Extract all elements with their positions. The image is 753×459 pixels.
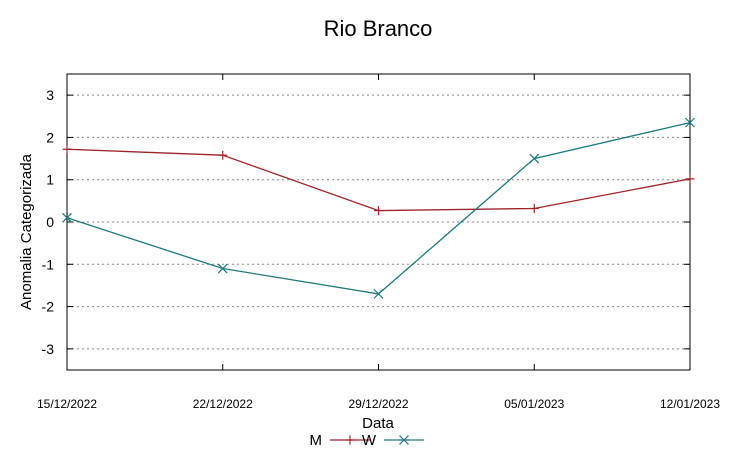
data-point-m	[685, 174, 695, 184]
x-tick-label: 15/12/2022	[37, 397, 97, 411]
y-tick-label: -3	[42, 341, 55, 357]
y-axis-ticks: 3 2 1 0 -1 -2 -3	[42, 87, 690, 357]
x-axis-label: Data	[362, 415, 394, 432]
y-tick-label: 0	[46, 214, 54, 230]
data-point-m	[374, 206, 383, 216]
x-tick-label: 29/12/2022	[348, 397, 408, 411]
data-point-w	[685, 117, 695, 128]
y-axis-label: Anomalia Categorizada	[18, 153, 35, 310]
series-layer	[62, 117, 695, 299]
data-point-w	[373, 288, 384, 299]
x-tick-label: 12/01/2023	[660, 397, 720, 411]
x-axis-ticks: 15/12/2022 22/12/2022 29/12/2022 05/01/2023…	[37, 74, 720, 411]
y-tick-label: 1	[46, 172, 54, 188]
x-tick-label: 22/12/2022	[193, 397, 253, 411]
x-tick-label: 05/01/2023	[504, 397, 564, 411]
legend-label-m: M	[310, 432, 323, 449]
y-tick-label: -2	[42, 299, 55, 315]
grid-lines	[67, 94, 690, 350]
legend-label-w: W	[362, 432, 377, 449]
y-tick-label: 2	[46, 129, 54, 145]
legend-marker-w	[399, 435, 409, 445]
y-tick-label: -1	[42, 256, 55, 272]
data-point-w	[62, 212, 72, 223]
chart-title: Rio Branco	[324, 16, 433, 41]
data-point-m	[529, 203, 539, 213]
data-point-m	[218, 150, 228, 160]
y-tick-label: 3	[46, 87, 54, 103]
data-point-m	[62, 144, 72, 154]
legend-marker-m	[345, 435, 355, 445]
data-point-w	[529, 153, 540, 164]
data-point-w	[217, 263, 228, 274]
